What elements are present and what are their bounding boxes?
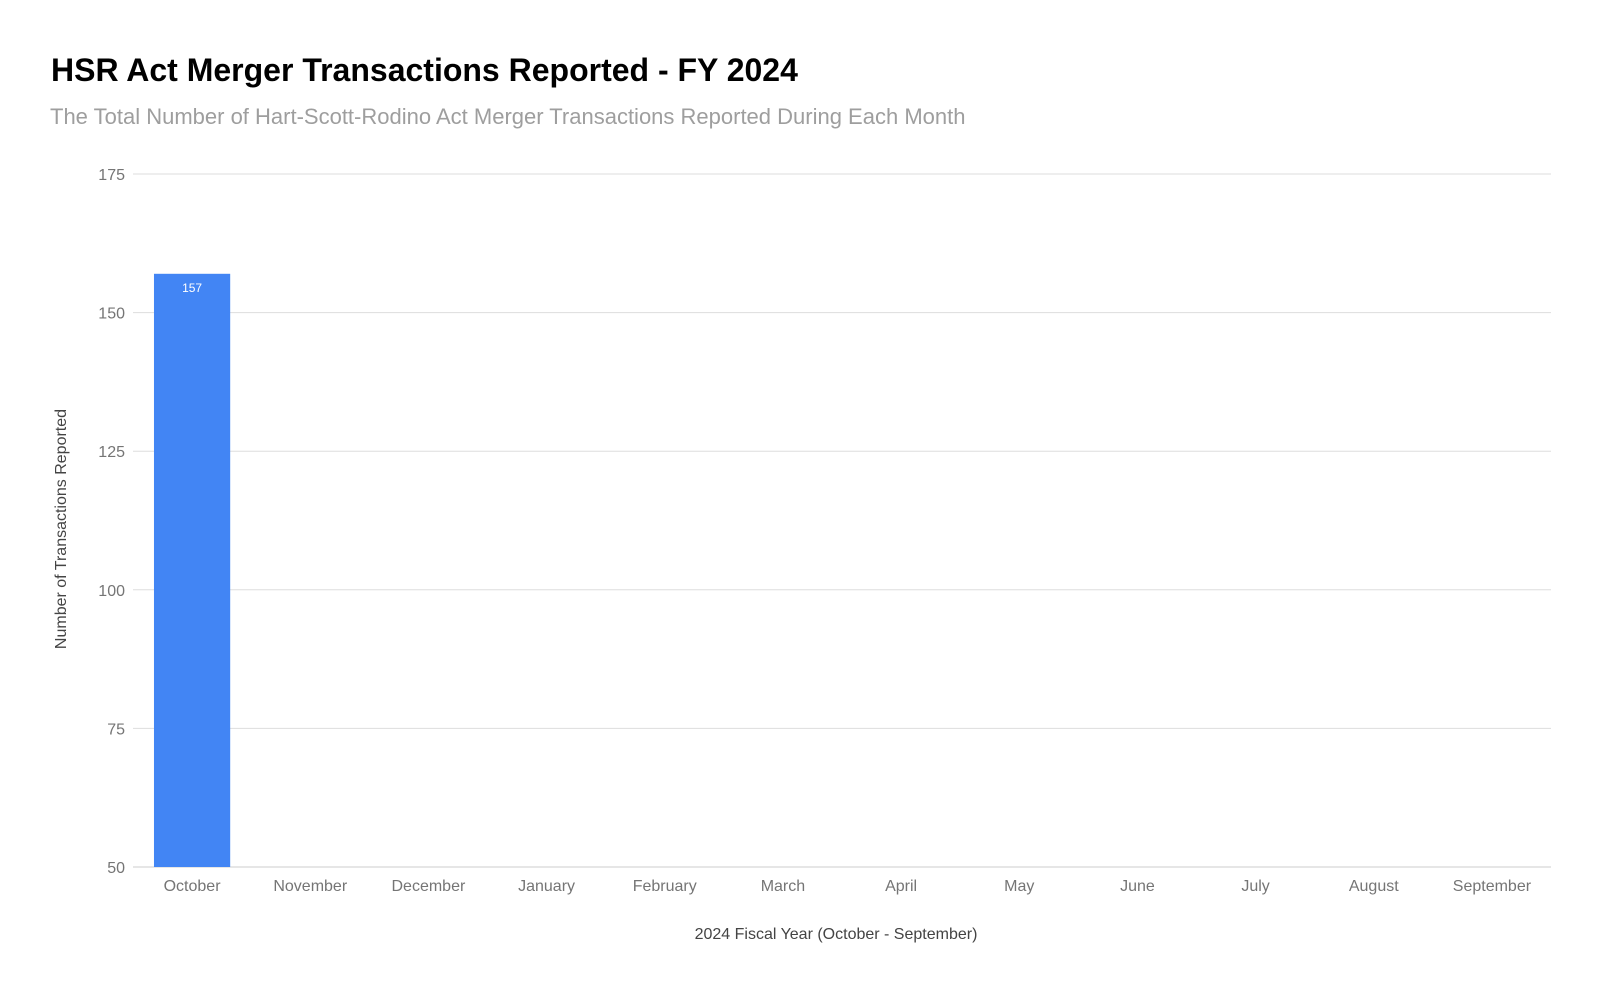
y-axis-ticks: 50 75 100 125 150 175 [98,167,125,877]
x-axis-title: 2024 Fiscal Year (October - September) [695,926,978,943]
x-tick-label: July [1241,878,1269,895]
data-labels: 157 [182,281,202,295]
y-tick-label: 100 [98,583,125,600]
y-tick-label: 50 [107,860,125,877]
x-tick-label: June [1120,878,1155,895]
y-axis-title: Number of Transactions Reported [53,409,70,649]
y-tick-label: 125 [98,444,125,461]
data-label: 157 [182,281,202,295]
x-tick-label: October [164,878,222,895]
x-axis-ticks: October November December January February Ma… [164,878,1532,895]
x-tick-label: December [392,878,466,895]
gridlines [133,173,1551,868]
bars [153,273,231,867]
x-tick-label: February [633,878,697,895]
y-tick-label: 150 [98,306,125,323]
y-tick-label: 175 [98,167,125,184]
x-tick-label: April [885,878,917,895]
x-tick-label: November [273,878,347,895]
y-tick-label: 75 [107,721,125,738]
chart-subtitle: The Total Number of Hart-Scott-Rodino Ac… [50,104,966,129]
x-tick-label: March [761,878,805,895]
chart-title: HSR Act Merger Transactions Reported - F… [51,52,798,88]
x-tick-label: September [1453,878,1532,895]
x-tick-label: January [518,878,575,895]
x-tick-label: August [1349,878,1399,895]
x-tick-label: May [1004,878,1034,895]
bar-october [153,273,231,867]
